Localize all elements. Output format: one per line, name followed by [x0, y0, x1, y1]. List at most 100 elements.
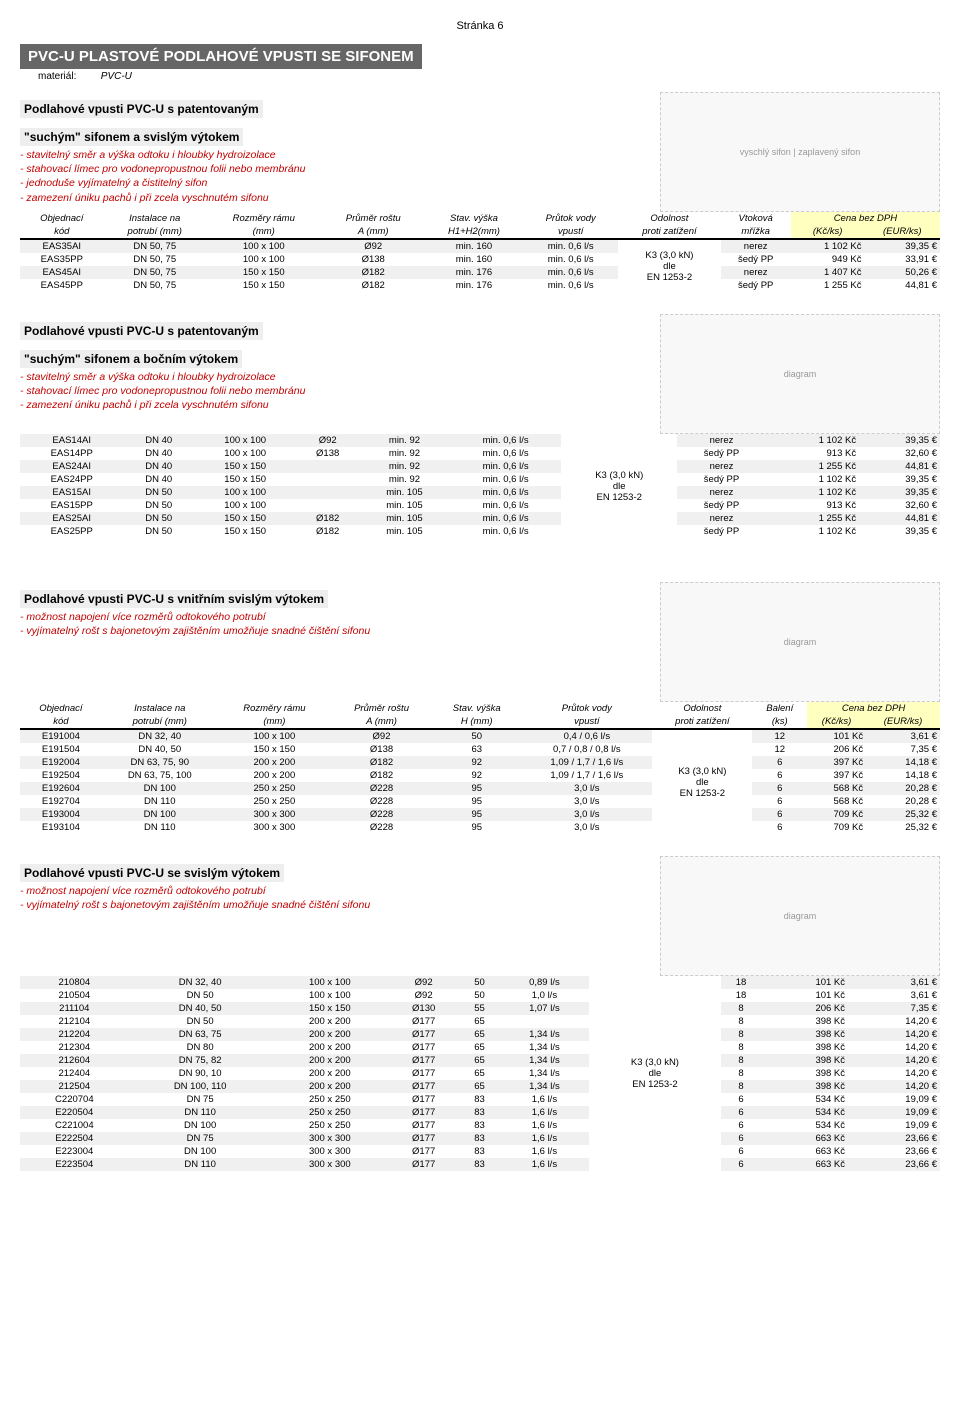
- cell: šedý PP: [721, 279, 791, 292]
- cell: DN 80: [129, 1041, 272, 1054]
- cell: 23,66 €: [848, 1132, 940, 1145]
- cell: [296, 473, 359, 486]
- cell: nerez: [677, 434, 766, 447]
- cell: nerez: [677, 460, 766, 473]
- cell: 1,6 l/s: [500, 1119, 589, 1132]
- cell: 6: [752, 821, 807, 834]
- cell: DN 50, 75: [104, 253, 206, 266]
- cell: 100 x 100: [206, 253, 322, 266]
- cell: 12: [752, 743, 807, 756]
- table-row: E192504DN 63, 75, 100200 x 200Ø182921,09…: [20, 769, 940, 782]
- page-number: Stránka 6: [20, 20, 940, 32]
- cell: 212204: [20, 1028, 129, 1041]
- table-row: 212204DN 63, 75200 x 200Ø177651,34 l/s83…: [20, 1028, 940, 1041]
- cell: 200 x 200: [272, 1080, 388, 1093]
- col-head: Stav. výška: [432, 702, 521, 715]
- cell: Ø177: [388, 1080, 459, 1093]
- cell: [296, 460, 359, 473]
- col-head: H1+H2(mm): [425, 225, 523, 239]
- section1-heading-l1: Podlahové vpusti PVC-U s patentovaným: [20, 100, 263, 118]
- cell: 83: [459, 1132, 499, 1145]
- col-head: Rozměry rámu: [218, 702, 331, 715]
- cell: 100 x 100: [272, 989, 388, 1002]
- cell: Ø177: [388, 1041, 459, 1054]
- cell: 250 x 250: [272, 1093, 388, 1106]
- cell: 200 x 200: [272, 1028, 388, 1041]
- cell: 250 x 250: [218, 782, 331, 795]
- cell: 14,20 €: [848, 1015, 940, 1028]
- cell: EAS45PP: [20, 279, 104, 292]
- cell: min. 92: [359, 460, 450, 473]
- cell: Ø182: [322, 279, 425, 292]
- cell: DN 50: [129, 989, 272, 1002]
- cell: DN 63, 75: [129, 1028, 272, 1041]
- cell: 1,6 l/s: [500, 1132, 589, 1145]
- cell: 14,20 €: [848, 1028, 940, 1041]
- col-head: (ks): [752, 715, 807, 729]
- cell: šedý PP: [677, 473, 766, 486]
- cell: [296, 499, 359, 512]
- table-row: E191004DN 32, 40100 x 100Ø92500,4 / 0,6 …: [20, 729, 940, 743]
- section4-heading: Podlahové vpusti PVC-U se svislým výtoke…: [20, 864, 284, 882]
- main-title: PVC-U PLASTOVÉ PODLAHOVÉ VPUSTI SE SIFON…: [20, 44, 422, 69]
- cell: min. 0,6 l/s: [523, 279, 618, 292]
- col-head: potrubí (mm): [104, 225, 206, 239]
- col-head: H (mm): [432, 715, 521, 729]
- cell: 534 Kč: [761, 1106, 848, 1119]
- cell: 101 Kč: [807, 729, 866, 743]
- table-row: 212304DN 80200 x 200Ø177651,34 l/s8398 K…: [20, 1041, 940, 1054]
- table-row: E193104DN 110300 x 300Ø228953,0 l/s6709 …: [20, 821, 940, 834]
- cell: 150 x 150: [272, 1002, 388, 1015]
- cell: 18: [721, 989, 761, 1002]
- cell: 568 Kč: [807, 782, 866, 795]
- cell: min. 0,6 l/s: [450, 512, 561, 525]
- cell: nerez: [721, 266, 791, 279]
- cell: DN 100: [129, 1119, 272, 1132]
- table-row: C220704DN 75250 x 250Ø177831,6 l/s6534 K…: [20, 1093, 940, 1106]
- cell: 83: [459, 1119, 499, 1132]
- cell: 8: [721, 1002, 761, 1015]
- cell: 397 Kč: [807, 769, 866, 782]
- table-row: E223504DN 110300 x 300Ø177831,6 l/s6663 …: [20, 1158, 940, 1171]
- cell: Ø177: [388, 1106, 459, 1119]
- cell: 50,26 €: [864, 266, 940, 279]
- cell: DN 100: [129, 1145, 272, 1158]
- cell: DN 110: [129, 1158, 272, 1171]
- cell: 1,09 / 1,7 / 1,6 l/s: [521, 756, 652, 769]
- cell: Ø177: [388, 1067, 459, 1080]
- cell: 200 x 200: [218, 756, 331, 769]
- cell: 1 102 Kč: [766, 525, 859, 538]
- cell: 398 Kč: [761, 1080, 848, 1093]
- cell: 6: [721, 1158, 761, 1171]
- table-row: EAS35PPDN 50, 75100 x 100Ø138min. 160min…: [20, 253, 940, 266]
- cell: 7,35 €: [866, 743, 940, 756]
- cell: min. 0,6 l/s: [450, 525, 561, 538]
- cell: E191504: [20, 743, 102, 756]
- col-head: vpustí: [523, 225, 618, 239]
- cell: Ø182: [331, 756, 432, 769]
- cell: 14,20 €: [848, 1080, 940, 1093]
- diagram-section1: vyschlý sifon | zaplavený sifon: [660, 92, 940, 212]
- cell: min. 92: [359, 473, 450, 486]
- cell: 150 x 150: [194, 525, 296, 538]
- table-row: C221004DN 100250 x 250Ø177831,6 l/s6534 …: [20, 1119, 940, 1132]
- cell: 39,35 €: [864, 239, 940, 253]
- diagram-section2: diagram: [660, 314, 940, 434]
- cell: E193104: [20, 821, 102, 834]
- cell: 32,60 €: [859, 447, 940, 460]
- cell: min. 0,6 l/s: [450, 460, 561, 473]
- cell: 1,34 l/s: [500, 1041, 589, 1054]
- cell: 8: [721, 1041, 761, 1054]
- col-head: (Kč/ks): [791, 225, 865, 239]
- cell: min. 160: [425, 253, 523, 266]
- cell: 6: [752, 808, 807, 821]
- cell: DN 32, 40: [102, 729, 218, 743]
- cell: 6: [752, 756, 807, 769]
- cell: 534 Kč: [761, 1119, 848, 1132]
- cell: DN 100, 110: [129, 1080, 272, 1093]
- cell: E223504: [20, 1158, 129, 1171]
- cell: 949 Kč: [791, 253, 865, 266]
- cell: 206 Kč: [807, 743, 866, 756]
- cell: 6: [721, 1093, 761, 1106]
- cell: min. 105: [359, 512, 450, 525]
